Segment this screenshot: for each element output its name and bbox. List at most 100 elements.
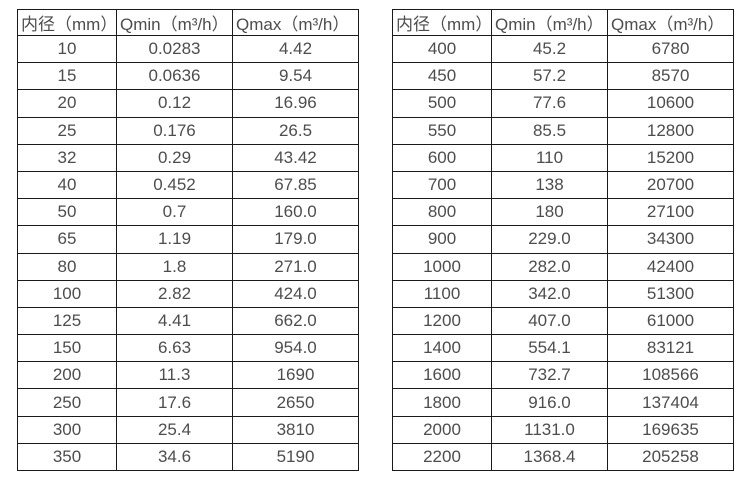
table-cell: 1000 xyxy=(392,252,492,281)
table-row: 700 138 20700 xyxy=(392,170,734,200)
table-cell: 25.4 xyxy=(116,415,233,444)
table-row: 1400 554.1 83121 xyxy=(392,334,734,363)
table-cell: 400 xyxy=(392,34,492,64)
table-cell: 169635 xyxy=(607,415,734,444)
table-cell: 0.29 xyxy=(116,143,233,172)
table-cell: 250 xyxy=(17,388,117,417)
table-cell: 34.6 xyxy=(116,442,233,472)
table-cell: 700 xyxy=(392,170,492,200)
table-row: 80 1.8 271.0 xyxy=(17,252,359,281)
table-cell: 1.8 xyxy=(116,252,233,281)
table-row: 50 0.7 160.0 xyxy=(17,198,359,227)
table-cell: 16.96 xyxy=(232,89,359,118)
table-row: 40 0.452 67.85 xyxy=(17,170,359,200)
table-row: 2000 1131.0 169635 xyxy=(392,415,734,444)
table-cell: 100 xyxy=(17,279,117,308)
table-cell: 450 xyxy=(392,62,492,91)
table-cell: 550 xyxy=(392,116,492,145)
table-cell: 67.85 xyxy=(232,170,359,200)
table-cell: 108566 xyxy=(607,361,734,390)
table-cell: 1131.0 xyxy=(491,415,608,444)
table-cell: 45.2 xyxy=(491,34,608,64)
table-cell: 12800 xyxy=(607,116,734,145)
table-cell: 916.0 xyxy=(491,388,608,417)
table-cell: 4.42 xyxy=(232,34,359,64)
table-cell: 205258 xyxy=(607,442,734,472)
table-cell: 6.63 xyxy=(116,334,233,363)
table-cell: 0.176 xyxy=(116,116,233,145)
table-header: 内径（mm） Qmin（m³/h） Qmax（m³/h） xyxy=(17,9,359,36)
table-cell: 229.0 xyxy=(491,225,608,254)
table-cell: 1800 xyxy=(392,388,492,417)
table-cell: 350 xyxy=(17,442,117,472)
table-cell: 150 xyxy=(17,334,117,363)
table-cell: 77.6 xyxy=(491,89,608,118)
table-cell: 1368.4 xyxy=(491,442,608,472)
table-cell: 10600 xyxy=(607,89,734,118)
table-cell: 15 xyxy=(17,62,117,91)
column-header: 内径（mm） xyxy=(392,9,492,36)
table-cell: 662.0 xyxy=(232,306,359,336)
table-cell: 1690 xyxy=(232,361,359,390)
table-header: 内径（mm） Qmin（m³/h） Qmax（m³/h） xyxy=(392,9,734,36)
table-row: 800 180 27100 xyxy=(392,198,734,227)
table-cell: 424.0 xyxy=(232,279,359,308)
table-cell: 180 xyxy=(491,198,608,227)
table-row: 1600 732.7 108566 xyxy=(392,361,734,390)
table-cell: 3810 xyxy=(232,415,359,444)
table-cell: 0.7 xyxy=(116,198,233,227)
table-cell: 2200 xyxy=(392,442,492,472)
table-cell: 40 xyxy=(17,170,117,200)
table-cell: 2.82 xyxy=(116,279,233,308)
table-cell: 0.0636 xyxy=(116,62,233,91)
table-row: 20 0.12 16.96 xyxy=(17,89,359,118)
table-cell: 1100 xyxy=(392,279,492,308)
table-cell: 554.1 xyxy=(491,334,608,363)
large-diameter-flow-table: 内径（mm） Qmin（m³/h） Qmax（m³/h） 400 45.2 6780 45… xyxy=(392,9,734,472)
table-row: 10 0.0283 4.42 xyxy=(17,34,359,64)
table-cell: 5190 xyxy=(232,442,359,472)
table-cell: 1400 xyxy=(392,334,492,363)
table-row: 150 6.63 954.0 xyxy=(17,334,359,363)
table-cell: 11.3 xyxy=(116,361,233,390)
table-cell: 42400 xyxy=(607,252,734,281)
table-cell: 0.12 xyxy=(116,89,233,118)
table-cell: 271.0 xyxy=(232,252,359,281)
table-row: 1000 282.0 42400 xyxy=(392,252,734,281)
table-cell: 1600 xyxy=(392,361,492,390)
table-row: 350 34.6 5190 xyxy=(17,442,359,472)
table-row: 15 0.0636 9.54 xyxy=(17,62,359,91)
table-row: 500 77.6 10600 xyxy=(392,89,734,118)
small-diameter-flow-table: 内径（mm） Qmin（m³/h） Qmax（m³/h） 10 0.0283 4.42 1… xyxy=(17,9,359,472)
table-cell: 500 xyxy=(392,89,492,118)
table-row: 300 25.4 3810 xyxy=(17,415,359,444)
table-cell: 80 xyxy=(17,252,117,281)
table-cell: 954.0 xyxy=(232,334,359,363)
table-row: 65 1.19 179.0 xyxy=(17,225,359,254)
table-cell: 15200 xyxy=(607,143,734,172)
table-cell: 20 xyxy=(17,89,117,118)
table-row: 32 0.29 43.42 xyxy=(17,143,359,172)
table-row: 900 229.0 34300 xyxy=(392,225,734,254)
table-cell: 900 xyxy=(392,225,492,254)
table-cell: 61000 xyxy=(607,306,734,336)
table-cell: 282.0 xyxy=(491,252,608,281)
table-cell: 50 xyxy=(17,198,117,227)
table-row: 450 57.2 8570 xyxy=(392,62,734,91)
table-cell: 10 xyxy=(17,34,117,64)
table-cell: 110 xyxy=(491,143,608,172)
table-row: 550 85.5 12800 xyxy=(392,116,734,145)
table-cell: 27100 xyxy=(607,198,734,227)
table-cell: 200 xyxy=(17,361,117,390)
table-cell: 57.2 xyxy=(491,62,608,91)
table-cell: 160.0 xyxy=(232,198,359,227)
table-cell: 6780 xyxy=(607,34,734,64)
table-cell: 342.0 xyxy=(491,279,608,308)
table-row: 1100 342.0 51300 xyxy=(392,279,734,308)
table-cell: 9.54 xyxy=(232,62,359,91)
table-cell: 138 xyxy=(491,170,608,200)
table-cell: 83121 xyxy=(607,334,734,363)
table-body: 10 0.0283 4.42 15 0.0636 9.54 20 0.12 16.96 25 0.1… xyxy=(17,34,359,472)
table-row: 200 11.3 1690 xyxy=(17,361,359,390)
